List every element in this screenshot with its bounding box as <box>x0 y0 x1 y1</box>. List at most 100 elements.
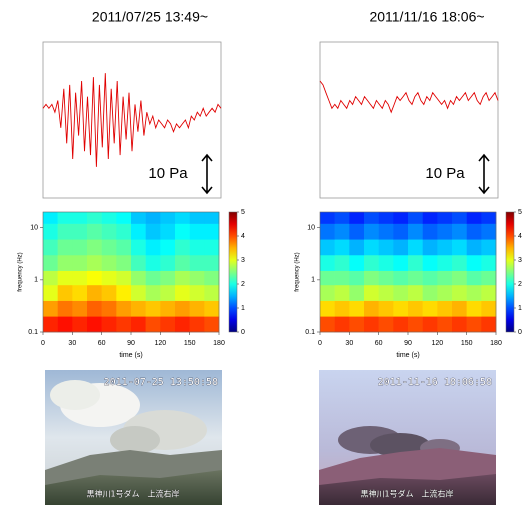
heat-cell <box>393 316 408 332</box>
heat-cell <box>393 301 408 317</box>
heat-cell <box>43 316 58 332</box>
heat-cell <box>146 212 161 224</box>
heat-cell <box>349 285 364 301</box>
heat-cell <box>131 212 146 224</box>
heat-cell <box>349 239 364 255</box>
heat-cell <box>43 301 58 317</box>
heat-cell <box>190 212 205 224</box>
colorbar-tick-label: 0 <box>241 329 245 336</box>
heat-cell <box>349 316 364 332</box>
heat-cell <box>452 285 467 301</box>
colorbar-tick-label: 1 <box>241 305 245 312</box>
heat-cell <box>190 255 205 271</box>
x-tick-label: 0 <box>318 340 322 347</box>
heat-cell <box>87 239 102 255</box>
heat-cell <box>335 316 350 332</box>
heat-cell <box>160 212 175 224</box>
y-tick-label: 1 <box>34 277 38 284</box>
y-axis-label: frequency (Hz) <box>295 252 301 291</box>
x-tick-label: 90 <box>404 340 412 347</box>
heat-cell <box>364 285 379 301</box>
heat-cell <box>131 224 146 240</box>
heat-cell <box>320 271 335 286</box>
heat-cell <box>467 212 482 224</box>
heat-cell <box>72 212 87 224</box>
heat-cell <box>335 212 350 224</box>
heat-cell <box>320 255 335 271</box>
photo: 2011-07-25 13:50:58 黒神川1号ダム 上流右岸 <box>45 370 222 505</box>
heat-cell <box>393 271 408 286</box>
x-tick-label: 60 <box>375 340 383 347</box>
heat-cell <box>408 271 423 286</box>
heat-cell <box>452 212 467 224</box>
heat-cell <box>393 212 408 224</box>
heat-cell <box>481 224 496 240</box>
heat-cell <box>102 239 117 255</box>
heat-cell <box>87 271 102 286</box>
heat-cell <box>190 301 205 317</box>
heat-cell <box>393 239 408 255</box>
heat-cell <box>349 301 364 317</box>
heat-cell <box>320 224 335 240</box>
heat-cell <box>467 271 482 286</box>
heat-cell <box>204 316 219 332</box>
photo: 2011-11-16 18:06:58 黒神川1号ダム 上流右岸 <box>319 370 496 505</box>
heat-cell <box>131 271 146 286</box>
heat-cell <box>379 212 394 224</box>
heat-cell <box>102 271 117 286</box>
figure: 2011-07-25 13:50:58 黒神川1号ダム 上流右岸 2011-11… <box>0 0 528 506</box>
photo-timestamp: 2011-11-16 18:06:58 <box>378 377 492 388</box>
colorbar-tick-label: 2 <box>518 281 522 288</box>
heat-cell <box>87 212 102 224</box>
heat-cell <box>190 271 205 286</box>
heat-cell <box>408 212 423 224</box>
heat-cell <box>364 316 379 332</box>
heat-cell <box>452 301 467 317</box>
heat-cell <box>43 224 58 240</box>
plot-frame <box>320 42 498 198</box>
colorbar-tick-label: 3 <box>518 257 522 264</box>
heat-cell <box>175 212 190 224</box>
heat-cell <box>335 301 350 317</box>
heat-cell <box>43 212 58 224</box>
heat-cell <box>58 255 73 271</box>
colorbar-tick-label: 4 <box>241 233 245 240</box>
colorbar <box>229 212 237 332</box>
colorbar-tick-label: 0 <box>518 329 522 336</box>
heat-cell <box>116 301 131 317</box>
heat-cell <box>364 271 379 286</box>
heat-cell <box>131 285 146 301</box>
heat-cell <box>481 301 496 317</box>
scale-arrow <box>202 155 212 193</box>
photo-caption: 黒神川1号ダム 上流右岸 <box>86 489 179 499</box>
x-tick-label: 180 <box>490 340 502 347</box>
heat-cell <box>349 255 364 271</box>
heat-cell <box>72 224 87 240</box>
heat-cell <box>364 239 379 255</box>
heat-cell <box>72 271 87 286</box>
heat-cell <box>423 285 438 301</box>
heat-cell <box>364 255 379 271</box>
colorbar-tick-label: 5 <box>241 209 245 216</box>
heat-cell <box>146 255 161 271</box>
heat-cell <box>364 224 379 240</box>
heat-cell <box>423 255 438 271</box>
heat-cell <box>408 255 423 271</box>
heat-cell <box>408 301 423 317</box>
heat-cell <box>423 212 438 224</box>
heat-cell <box>58 271 73 286</box>
heat-cell <box>131 239 146 255</box>
x-tick-label: 120 <box>431 340 443 347</box>
heat-cell <box>408 285 423 301</box>
x-axis-label: time (s) <box>119 352 142 359</box>
heat-cell <box>116 271 131 286</box>
x-tick-label: 90 <box>127 340 135 347</box>
heat-cell <box>72 316 87 332</box>
heat-cell <box>87 255 102 271</box>
y-tick-label: 0.1 <box>28 329 38 336</box>
heat-cell <box>116 224 131 240</box>
y-tick-label: 0.1 <box>305 329 315 336</box>
heat-cell <box>116 239 131 255</box>
heat-cell <box>481 239 496 255</box>
heat-cell <box>175 316 190 332</box>
